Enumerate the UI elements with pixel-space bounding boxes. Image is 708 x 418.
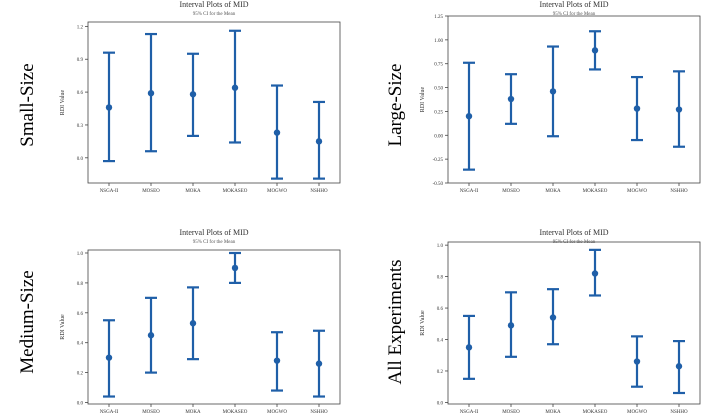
y-tick-label: 0.0 — [77, 402, 84, 407]
chart-subtitle: 95% CI for the Mean — [193, 12, 236, 17]
mean-point — [231, 84, 239, 91]
mean-point — [507, 322, 515, 329]
mean-point — [189, 91, 197, 98]
mean-point — [465, 113, 473, 120]
y-tick-label: 1.0 — [77, 252, 84, 257]
x-tick-label: MOKASEO — [223, 189, 248, 194]
x-tick-label: NSHHO — [670, 189, 688, 194]
panel-label-small-size: Small-Size — [17, 63, 38, 147]
chart-medium-size: Interval Plots of MID 95% CI for the Mean… — [60, 228, 341, 415]
mean-point — [147, 89, 155, 97]
y-tick-label: 1.00 — [434, 39, 443, 44]
mean-point — [633, 105, 641, 112]
x-tick-label: NSHHO — [670, 410, 688, 415]
mean-point — [675, 106, 683, 113]
y-tick-label: 0.6 — [437, 307, 444, 312]
y-tick-label: 0.4 — [77, 342, 84, 347]
y-axis-label: RDI Value — [60, 89, 66, 115]
y-tick-label: 0.25 — [434, 110, 443, 115]
y-tick-label: 1.2 — [77, 25, 84, 30]
mean-point — [591, 270, 599, 277]
x-tick-label: MOSEO — [502, 189, 520, 194]
plot-frame — [87, 249, 341, 405]
y-tick-label: -0.50 — [433, 182, 444, 187]
mean-point — [675, 363, 683, 370]
mean-point — [465, 344, 473, 351]
panel-label-medium-size: Medium-Size — [17, 270, 38, 374]
x-tick-label: NSHHO — [310, 410, 328, 415]
y-tick-label: 0.3 — [77, 124, 84, 129]
y-tick-label: 1.25 — [434, 15, 443, 20]
y-tick-label: 0.2 — [437, 370, 444, 375]
x-tick-label: MOGWO — [627, 410, 647, 415]
x-tick-label: MOSEO — [142, 189, 160, 194]
mean-point — [549, 314, 557, 321]
chart-subtitle: 95% CI for the Mean — [553, 240, 596, 245]
x-tick-label: MOKASEO — [223, 410, 248, 415]
x-tick-label: NSGA-II — [460, 410, 479, 415]
chart-title: Interval Plots of MID — [539, 228, 608, 237]
y-tick-label: 0.0 — [77, 157, 84, 162]
chart-small-size: Interval Plots of MID 95% CI for the Mean… — [60, 0, 341, 194]
x-tick-label: MOKASEO — [583, 410, 608, 415]
mean-point — [591, 47, 599, 54]
chart-subtitle: 95% CI for the Mean — [553, 12, 596, 17]
x-tick-label: MOSEO — [502, 410, 520, 415]
y-tick-label: 0.75 — [434, 63, 443, 68]
chart-subtitle: 95% CI for the Mean — [193, 240, 236, 245]
mean-point — [273, 357, 281, 364]
mean-point — [549, 88, 557, 95]
y-tick-label: 0.50 — [434, 87, 443, 92]
x-tick-label: NSGA-II — [100, 189, 119, 194]
mean-point — [105, 354, 113, 361]
mean-point — [315, 138, 323, 145]
x-tick-label: NSGA-II — [100, 410, 119, 415]
x-tick-label: MOKA — [545, 189, 561, 194]
y-axis-label: RDI Value — [420, 310, 426, 336]
y-tick-label: 0.6 — [77, 91, 84, 96]
mean-point — [189, 320, 197, 327]
y-axis-label: RDI Value — [60, 314, 66, 340]
x-tick-label: MOGWO — [627, 189, 647, 194]
mean-point — [315, 360, 323, 367]
chart-title: Interval Plots of MID — [179, 0, 248, 9]
y-tick-label: -0.25 — [433, 158, 444, 163]
plot-frame — [87, 21, 341, 184]
mean-point — [273, 129, 281, 136]
x-tick-label: MOKA — [185, 410, 201, 415]
y-tick-label: 0.8 — [437, 276, 444, 281]
x-tick-label: MOSEO — [142, 410, 160, 415]
x-tick-label: NSHHO — [310, 189, 328, 194]
plot-frame — [447, 241, 701, 405]
plot-frame — [447, 15, 701, 184]
y-tick-label: 0.2 — [77, 372, 84, 377]
y-axis-label: RDI Value — [420, 86, 426, 112]
chart-title: Interval Plots of MID — [179, 228, 248, 237]
mean-point — [231, 264, 239, 272]
y-tick-label: 0.00 — [434, 134, 443, 139]
chart-all-experiments: Interval Plots of MID 95% CI for the Mean… — [420, 228, 701, 415]
x-tick-label: NSGA-II — [460, 189, 479, 194]
y-tick-label: 1.0 — [437, 244, 444, 249]
y-tick-label: 0.6 — [77, 312, 84, 317]
mean-point — [633, 358, 641, 365]
mean-point — [147, 332, 155, 339]
y-tick-label: 0.0 — [437, 401, 444, 406]
x-tick-label: MOKA — [185, 189, 201, 194]
chart-large-size: Interval Plots of MID 95% CI for the Mean… — [420, 0, 701, 194]
x-tick-label: MOKA — [545, 410, 561, 415]
y-tick-label: 0.8 — [77, 282, 84, 287]
mean-point — [105, 104, 113, 111]
x-tick-label: MOGWO — [267, 410, 287, 415]
y-tick-label: 0.4 — [437, 339, 444, 344]
chart-title: Interval Plots of MID — [539, 0, 608, 9]
y-tick-label: 0.9 — [77, 58, 84, 63]
x-tick-label: MOKASEO — [583, 189, 608, 194]
x-tick-label: MOGWO — [267, 189, 287, 194]
mean-point — [507, 95, 515, 103]
